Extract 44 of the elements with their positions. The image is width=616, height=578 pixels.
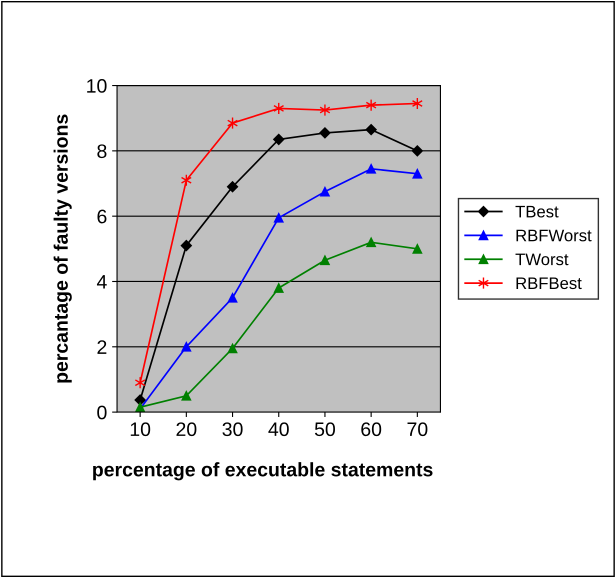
point — [273, 134, 284, 146]
point — [319, 104, 330, 116]
x-tick-label: 60 — [361, 422, 382, 436]
point — [366, 98, 377, 112]
point — [366, 124, 377, 136]
x-tick-label: 10 — [130, 422, 150, 436]
point — [366, 164, 376, 174]
point — [274, 212, 284, 223]
y-tick-label: 6 — [97, 210, 106, 224]
x-tick-label: 50 — [314, 422, 335, 436]
y-tick-label: 4 — [96, 275, 107, 289]
x-tick-label: 20 — [176, 422, 196, 436]
y-tick-label: 0 — [97, 406, 107, 420]
legend-label: TWorst — [516, 254, 568, 266]
y-tick-label: 8 — [97, 144, 106, 158]
point — [273, 102, 284, 115]
point — [412, 145, 423, 156]
point — [228, 344, 238, 354]
point — [226, 181, 238, 192]
y-tick-label: 2 — [97, 340, 106, 354]
legend-label: RBFWorst — [516, 230, 592, 242]
point — [180, 174, 192, 186]
y-axis-title: percantage of faulty versions — [54, 114, 72, 383]
point — [181, 390, 192, 401]
y-tick-label: 10 — [87, 79, 107, 93]
x-axis-title: percentage of executable statements — [93, 462, 433, 480]
point — [412, 97, 423, 110]
point — [412, 168, 422, 179]
legend-label: TBest — [516, 206, 559, 218]
point — [134, 394, 146, 406]
point — [320, 186, 330, 197]
point — [274, 283, 284, 293]
legend-label: RBFBest — [516, 277, 582, 290]
point — [412, 244, 422, 254]
x-tick-label: 30 — [222, 422, 243, 436]
point — [320, 255, 330, 266]
point — [180, 240, 192, 252]
point — [228, 292, 238, 303]
point — [134, 376, 146, 389]
point — [319, 127, 331, 138]
x-tick-label: 40 — [268, 422, 289, 436]
x-tick-label: 70 — [408, 422, 428, 436]
point — [181, 342, 192, 352]
point — [366, 237, 376, 248]
